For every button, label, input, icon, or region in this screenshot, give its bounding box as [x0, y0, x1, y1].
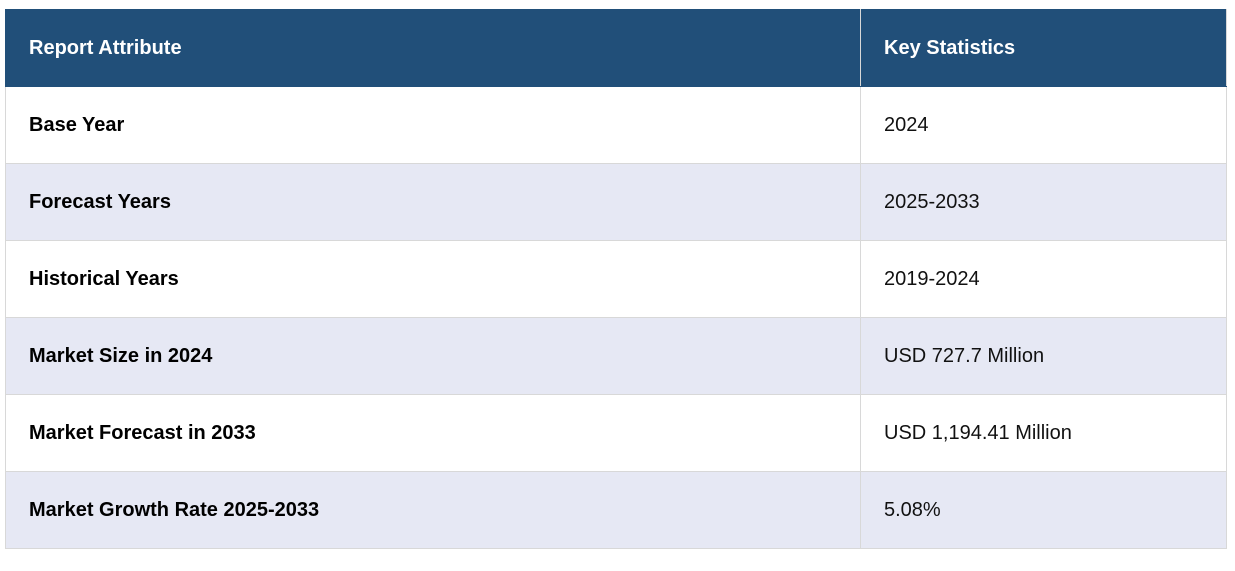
attribute-cell: Market Forecast in 2033	[5, 394, 861, 472]
attribute-cell: Base Year	[5, 86, 861, 164]
row: Historical Years 2019-2024	[5, 240, 1227, 318]
row: Base Year 2024	[5, 86, 1227, 164]
attribute-cell: Market Growth Rate 2025-2033	[5, 471, 861, 549]
value-cell: USD 727.7 Million	[860, 317, 1227, 395]
header-row: Report Attribute Key Statistics	[5, 9, 1227, 87]
value-cell: 2025-2033	[860, 163, 1227, 241]
row: Market Growth Rate 2025-2033 5.08%	[5, 471, 1227, 549]
value-cell: 2024	[860, 86, 1227, 164]
row: Market Size in 2024 USD 727.7 Million	[5, 317, 1227, 395]
row: Forecast Years 2025-2033	[5, 163, 1227, 241]
stats-table: Report Attribute Key Statistics Base Yea…	[5, 9, 1227, 549]
attribute-cell: Market Size in 2024	[5, 317, 861, 395]
attribute-cell: Historical Years	[5, 240, 861, 318]
value-cell: 2019-2024	[860, 240, 1227, 318]
header-cell: Key Statistics	[860, 9, 1227, 87]
attribute-cell: Forecast Years	[5, 163, 861, 241]
value-cell: 5.08%	[860, 471, 1227, 549]
row: Market Forecast in 2033 USD 1,194.41 Mill…	[5, 394, 1227, 472]
header-cell: Report Attribute	[5, 9, 861, 87]
value-cell: USD 1,194.41 Million	[860, 394, 1227, 472]
